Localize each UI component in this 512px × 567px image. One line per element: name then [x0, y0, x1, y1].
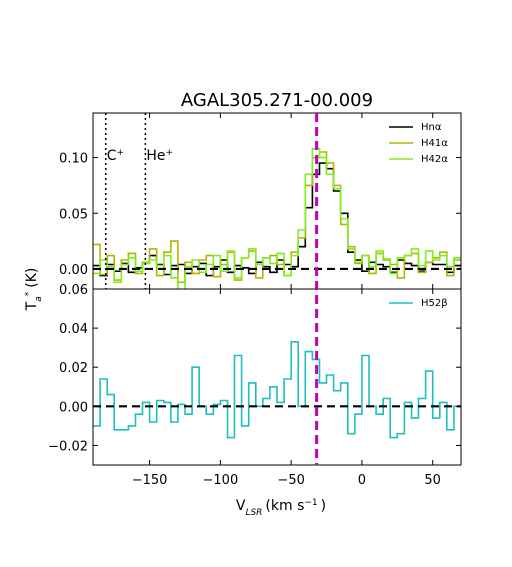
legend-label-h41: H41α [421, 138, 448, 149]
legend-label-h42: H42α [421, 154, 448, 165]
bottom-panel-frame [92, 288, 462, 466]
x-tick-label: −100 [203, 473, 239, 488]
y-tick-label: 0.06 [59, 283, 88, 298]
top-panel: 0.00 0.05 0.10 Hnα H41α H42α [59, 112, 462, 290]
y-tick-label: −0.02 [48, 439, 88, 454]
he-plus-label: He+ [146, 148, 173, 164]
x-axis-ticks: −150 −100 −50 0 50 [132, 473, 441, 488]
y-tick-label: 0.04 [59, 322, 88, 337]
top-panel-legend: Hnα H41α H42α [389, 122, 448, 165]
chart-title: AGAL305.271-00.009 [181, 90, 373, 111]
bottom-panel-legend: H52β [389, 298, 448, 309]
species-annotations: C+ He+ [104, 113, 173, 289]
y-tick-label: 0.00 [59, 263, 88, 278]
bottom-panel: −0.02 0.00 0.02 0.04 0.06 H52β [48, 283, 462, 466]
x-tick-label: −150 [132, 473, 168, 488]
y-tick-label: 0.10 [59, 152, 88, 167]
bottom-panel-plot-area [93, 341, 461, 439]
legend-label-hn: Hnα [421, 122, 442, 133]
x-tick-label: 0 [358, 473, 366, 488]
top-panel-plot-area [93, 147, 461, 289]
series-h42-line [93, 147, 461, 289]
x-axis-label: VLSR (km s−1) [236, 498, 326, 518]
x-tick-label: −50 [277, 473, 304, 488]
x-tick-label: 50 [424, 473, 441, 488]
c-plus-label: C+ [107, 148, 124, 164]
top-panel-ticks: 0.00 0.05 0.10 [59, 113, 461, 289]
bottom-panel-ticks: −0.02 0.00 0.02 0.04 0.06 [48, 283, 461, 465]
y-tick-label: 0.02 [59, 361, 88, 376]
series-h52-line [93, 341, 461, 439]
y-tick-label: 0.05 [59, 207, 88, 222]
y-axis-label: Ta*(K) [24, 268, 44, 312]
legend-label-h52: H52β [421, 298, 448, 309]
y-tick-label: 0.00 [59, 400, 88, 415]
